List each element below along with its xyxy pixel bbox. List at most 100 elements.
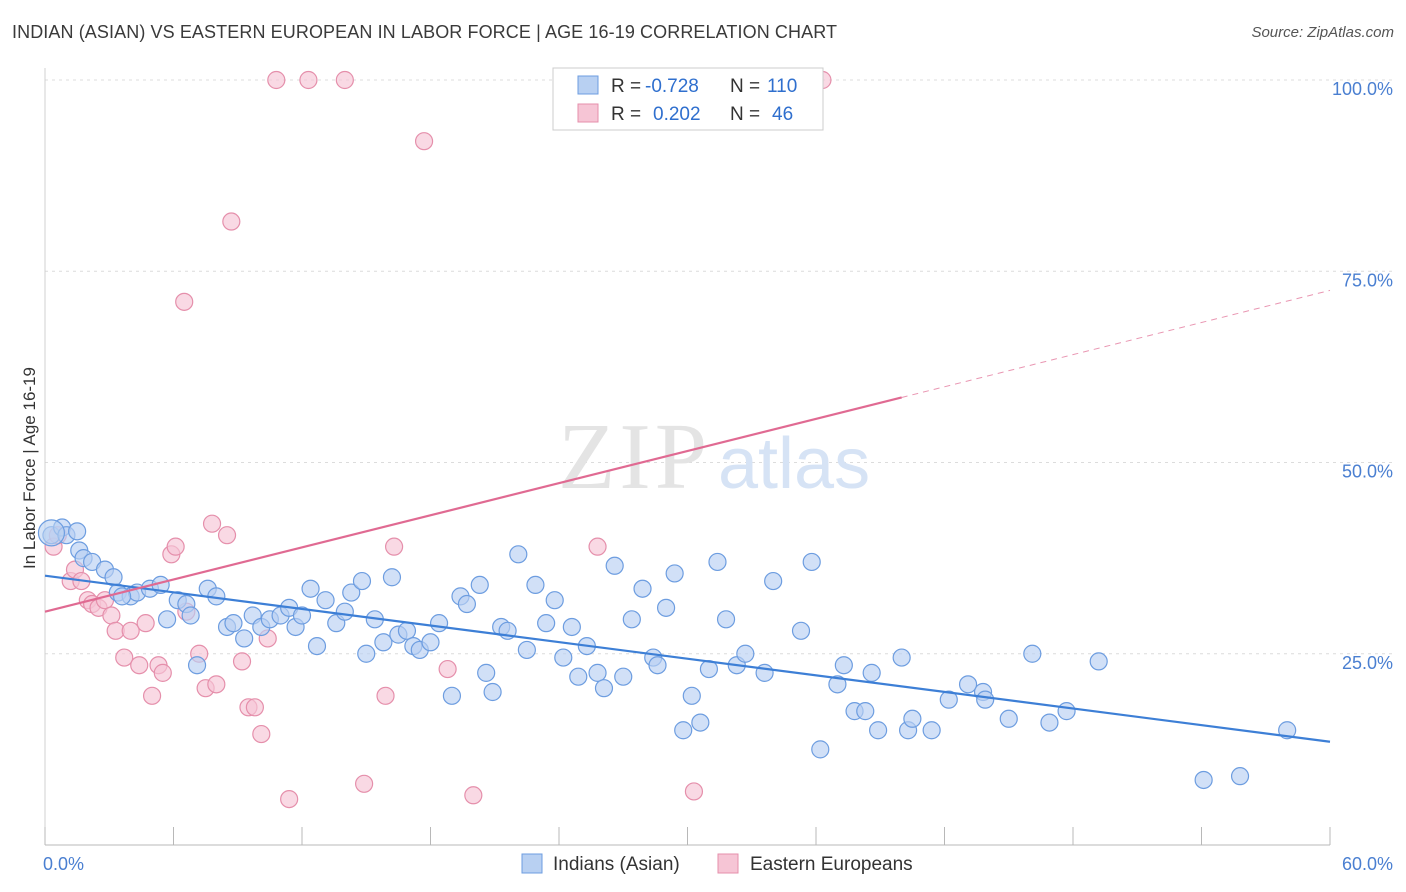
indian-asian-point-58 <box>537 614 556 633</box>
indian-asian-point-59 <box>545 591 564 610</box>
indian-asian-point-61 <box>562 617 581 637</box>
eastern-european-point-27 <box>222 212 241 231</box>
eastern-european-point-25 <box>207 675 226 694</box>
series-legend-label-pink: Eastern Europeans <box>750 854 913 875</box>
indian-asian-point-85 <box>802 552 821 572</box>
series-legend: Indians (Asian) Eastern Europeans <box>521 853 913 875</box>
indian-asian-point-109 <box>68 522 87 541</box>
indian-asian-point-100 <box>976 690 995 709</box>
eastern-european-point-30 <box>245 698 264 717</box>
indian-asian-point-45 <box>421 633 440 652</box>
eastern-european-point-38 <box>376 686 395 705</box>
legend-n-label-2: N = <box>730 104 760 125</box>
indian-asian-point-large <box>37 519 66 547</box>
chart-title: INDIAN (ASIAN) VS EASTERN EUROPEAN IN LA… <box>12 22 838 42</box>
trend-lines <box>44 289 1331 743</box>
y-tick-label-0: 25.0% <box>1342 653 1393 673</box>
eastern-european-point-24 <box>202 514 222 533</box>
indian-asian-point-32 <box>316 591 335 610</box>
indian-asian-point-91 <box>862 663 881 682</box>
legend-r-value-2: 0.202 <box>653 104 701 125</box>
x-tick-label-0: 0.0% <box>43 854 84 874</box>
eastern-european-points <box>44 70 832 809</box>
y-tick-label-2: 75.0% <box>1342 270 1393 290</box>
indian-asian-point-73 <box>665 564 684 583</box>
eastern-european-point-14 <box>136 614 155 633</box>
indian-asian-point-74 <box>674 721 693 740</box>
indian-asian-point-46 <box>429 614 449 633</box>
eastern-european-point-39 <box>384 537 404 556</box>
indian-asian-point-64 <box>588 663 607 682</box>
indian-asian-point-21 <box>224 614 243 633</box>
indian-asian-point-104 <box>1057 702 1076 721</box>
indian-asian-point-16 <box>181 606 200 625</box>
eastern-european-point-12 <box>121 621 140 640</box>
indian-asian-point-68 <box>622 610 641 629</box>
indian-asian-point-40 <box>382 568 402 587</box>
indian-asian-point-81 <box>736 644 755 663</box>
indian-asian-point-39 <box>374 633 393 652</box>
eastern-european-point-28 <box>232 652 252 671</box>
y-tick-labels: 25.0% 50.0% 75.0% 100.0% <box>1332 79 1393 673</box>
indian-asian-point-72 <box>656 598 676 617</box>
indian-asian-point-106 <box>1194 770 1213 790</box>
indian-asian-point-96 <box>922 721 941 740</box>
eastern-european-point-43 <box>588 537 607 556</box>
eastern-european-point-41 <box>438 659 457 679</box>
indian-asian-point-67 <box>614 667 633 686</box>
indian-asian-point-71 <box>648 656 667 675</box>
indian-asian-point-97 <box>939 690 958 709</box>
x-tick-label-1: 60.0% <box>1342 854 1393 874</box>
indian-asian-point-84 <box>791 621 811 640</box>
eastern-european-point-17 <box>153 663 172 682</box>
eastern-european-point-33 <box>267 70 286 90</box>
indian-asian-point-56 <box>517 640 536 660</box>
indian-asian-point-102 <box>1023 644 1042 663</box>
indian-asian-point-101 <box>999 709 1018 728</box>
watermark-atlas: atlas <box>718 424 870 504</box>
eastern-european-point-34 <box>280 789 299 809</box>
watermark: ZIP atlas <box>558 405 870 509</box>
trend-line-0 <box>44 574 1331 743</box>
legend-n-value-1: 110 <box>767 76 797 97</box>
eastern-european-point-9 <box>102 606 121 625</box>
eastern-european-point-44 <box>684 782 704 801</box>
indian-asian-point-52 <box>483 682 502 702</box>
eastern-european-point-37 <box>355 774 374 793</box>
indian-asian-point-34 <box>335 602 354 621</box>
indian-asian-point-78 <box>708 552 727 572</box>
legend-n-label-1: N = <box>730 76 760 97</box>
indian-asian-point-29 <box>292 606 312 625</box>
eastern-european-point-11 <box>115 648 134 667</box>
indian-asian-point-36 <box>352 571 372 591</box>
indian-asian-point-86 <box>811 740 830 759</box>
eastern-european-point-19 <box>166 537 185 556</box>
eastern-european-point-13 <box>130 656 149 675</box>
indian-asian-point-60 <box>554 648 573 667</box>
series-legend-label-blue: Indians (Asian) <box>553 854 680 875</box>
series-legend-swatch-pink <box>717 853 739 874</box>
indian-asian-point-69 <box>633 579 652 598</box>
series-legend-swatch-blue <box>521 853 543 874</box>
eastern-european-point-15 <box>142 686 162 705</box>
indian-asian-point-98 <box>958 675 978 694</box>
indian-asian-points <box>37 518 1297 790</box>
indian-asian-point-93 <box>892 648 911 667</box>
indian-asian-point-17 <box>187 656 207 675</box>
legend-swatch-blue <box>577 75 599 95</box>
indian-asian-point-95 <box>903 709 922 728</box>
legend-n-value-2: 46 <box>772 104 793 125</box>
indian-asian-point-37 <box>357 644 376 663</box>
indian-asian-point-51 <box>477 663 496 682</box>
indian-asian-point-57 <box>526 575 545 595</box>
indian-asian-point-49 <box>457 594 477 614</box>
indian-asian-point-83 <box>764 571 783 591</box>
indian-asian-point-62 <box>569 667 588 686</box>
eastern-european-point-35 <box>299 70 318 90</box>
indian-asian-point-105 <box>1089 652 1108 671</box>
eastern-european-point-31 <box>252 724 271 744</box>
eastern-european-point-26 <box>217 526 237 545</box>
y-tick-label-1: 50.0% <box>1342 462 1393 482</box>
eastern-european-point-42 <box>464 786 483 805</box>
